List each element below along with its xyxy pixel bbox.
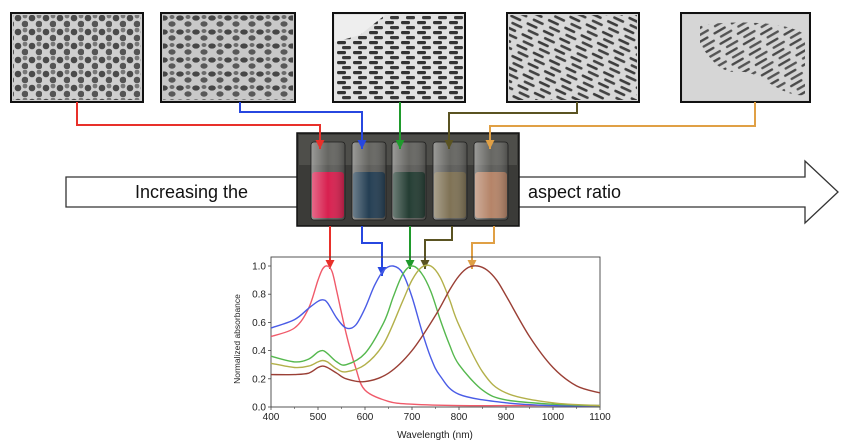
- x-tick-label: 800: [451, 412, 468, 423]
- connector-olive-bottom: [420, 226, 453, 269]
- connector-olive-top: [444, 102, 578, 149]
- y-tick-label: 0.6: [252, 318, 266, 329]
- arrow-label-right: aspect ratio: [528, 182, 621, 202]
- x-tick-label: 600: [357, 412, 374, 423]
- curve-green: [270, 265, 601, 407]
- vial-photo: [296, 132, 520, 227]
- x-tick-label: 400: [263, 412, 280, 423]
- connector-blue-bottom: [361, 226, 387, 276]
- y-tick-label: 0.2: [252, 374, 266, 385]
- y-tick-label: 0.8: [252, 290, 266, 301]
- connector-orange-bottom: [467, 226, 495, 269]
- connector-blue-top: [239, 102, 367, 149]
- connector-green-bottom: [405, 226, 415, 269]
- x-tick-label: 500: [310, 412, 327, 423]
- tem-image-2: [160, 12, 296, 103]
- tem-image-1: [10, 12, 144, 103]
- y-tick-label: 1.0: [252, 262, 266, 273]
- y-tick-label: 0.4: [252, 346, 266, 357]
- connector-red-bottom: [325, 226, 335, 269]
- x-tick-label: 1100: [589, 412, 611, 423]
- tem-image-4: [506, 12, 640, 103]
- curve-blue: [270, 265, 601, 407]
- y-tick-label: 0.0: [252, 403, 266, 414]
- x-tick-label: 700: [404, 412, 421, 423]
- tem-image-5: [680, 12, 811, 103]
- tem-to-vial-connectors: [76, 102, 756, 149]
- vial-5: [473, 141, 509, 221]
- connector-red-top: [76, 102, 325, 149]
- connector-orange-top: [485, 102, 756, 149]
- curve-brown: [270, 265, 601, 394]
- vial-to-peak-connectors: [325, 226, 495, 276]
- connector-green-top: [395, 102, 405, 149]
- x-axis-label: Wavelength (nm): [397, 430, 473, 441]
- arrow-label-left: Increasing the: [135, 182, 248, 202]
- x-tick-label: 900: [498, 412, 515, 423]
- absorbance-chart: 400 500 600 700 800 900 1000 1100 0.0 0.2 0.4 0.6 0.…: [232, 256, 611, 441]
- vial-2: [351, 141, 387, 221]
- x-tick-label: 1000: [542, 412, 565, 423]
- y-axis-label: Normalized absorbance: [232, 294, 242, 384]
- vial-1: [310, 141, 346, 221]
- curve-yellow: [270, 264, 601, 407]
- tem-image-3: [332, 12, 466, 103]
- plot-frame: [270, 256, 601, 408]
- vial-3: [391, 141, 427, 221]
- curve-red: [270, 265, 600, 407]
- vial-4: [432, 141, 468, 221]
